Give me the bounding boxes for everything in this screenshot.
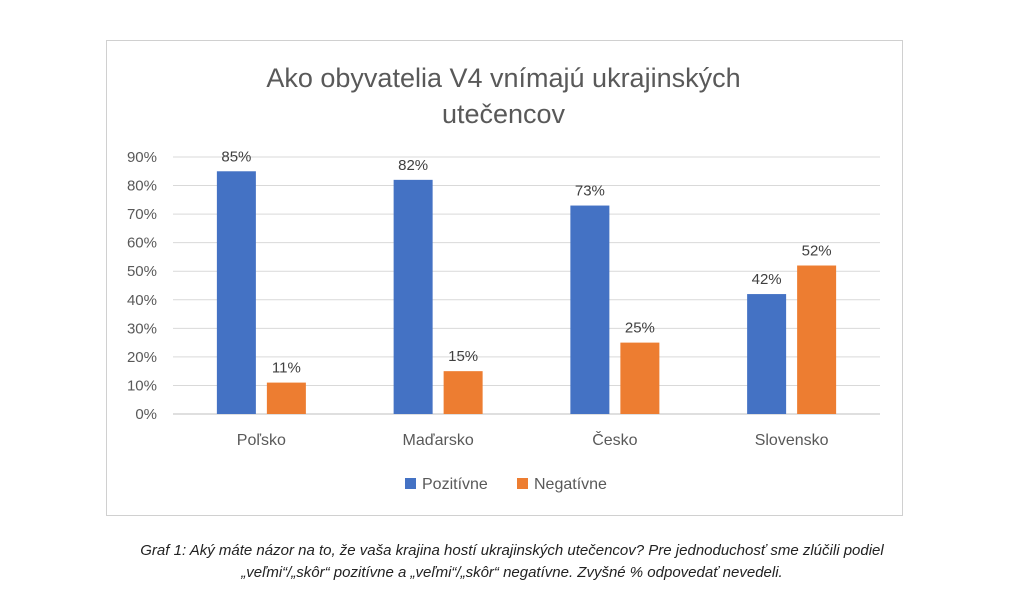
bar-negative xyxy=(266,382,306,414)
y-tick-label: 70% xyxy=(127,206,157,223)
y-tick-label: 0% xyxy=(135,406,157,423)
y-tick-label: 40% xyxy=(127,292,157,309)
category-label: Slovensko xyxy=(755,432,829,449)
data-label: 85% xyxy=(221,148,251,165)
bar-chart: Ako obyvatelia V4 vnímajú ukrajinských ut… xyxy=(127,63,880,493)
data-label: 11% xyxy=(272,360,301,377)
data-label: 42% xyxy=(752,271,782,288)
category-label: Maďarsko xyxy=(403,432,474,449)
data-label: 73% xyxy=(575,183,605,200)
y-tick-label: 90% xyxy=(127,149,157,166)
bar-positive xyxy=(393,179,433,414)
bar-negative xyxy=(620,342,660,414)
y-tick-label: 20% xyxy=(127,349,157,366)
legend-swatch-positive xyxy=(405,478,416,489)
chart-title-line-2: utečencov xyxy=(442,99,566,129)
bar-negative xyxy=(443,371,483,414)
legend-label-negative: Negatívne xyxy=(534,476,607,493)
data-label: 25% xyxy=(625,320,655,337)
chart-title-line-1: Ako obyvatelia V4 vnímajú ukrajinských xyxy=(266,63,740,93)
category-label: Česko xyxy=(592,430,637,449)
bar-positive xyxy=(747,294,787,414)
figure-caption: Graf 1: Aký máte názor na to, že vaša kr… xyxy=(0,540,1024,584)
data-label: 52% xyxy=(802,243,832,260)
y-tick-label: 30% xyxy=(127,320,157,337)
y-tick-label: 80% xyxy=(127,178,157,195)
legend-label-positive: Pozitívne xyxy=(422,476,488,493)
data-label: 15% xyxy=(448,348,478,365)
y-tick-label: 10% xyxy=(127,377,157,394)
category-label: Poľsko xyxy=(237,432,286,449)
caption-line-1: Graf 1: Aký máte názor na to, že vaša kr… xyxy=(140,542,884,559)
legend-swatch-negative xyxy=(517,478,528,489)
bar-negative xyxy=(797,265,837,414)
bar-positive xyxy=(216,171,256,414)
bar-positive xyxy=(570,205,610,414)
chart-frame: Ako obyvatelia V4 vnímajú ukrajinských ut… xyxy=(106,40,903,516)
y-tick-label: 60% xyxy=(127,235,157,252)
y-tick-label: 50% xyxy=(127,263,157,280)
data-label: 82% xyxy=(398,157,428,174)
caption-line-2: „veľmi“/„skôr“ pozitívne a „veľmi“/„skôr… xyxy=(241,564,783,581)
